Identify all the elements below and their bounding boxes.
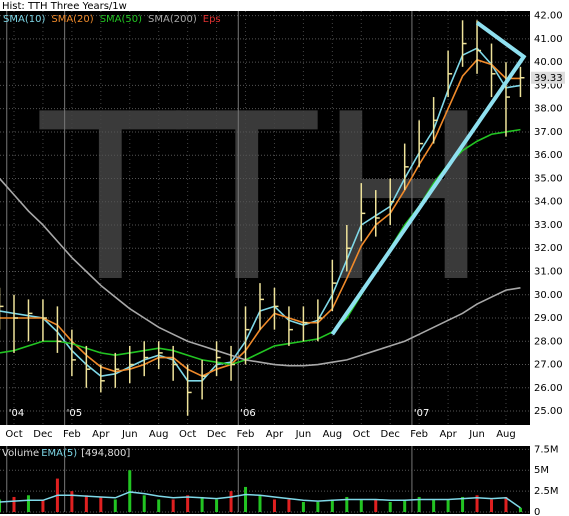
year-label: '05 (67, 408, 82, 419)
volume-bar (301, 501, 305, 512)
volume-bar (157, 499, 161, 512)
volume-bar (0, 499, 2, 512)
x-tick-label: Oct (353, 429, 370, 440)
x-tick-label: Dec (207, 429, 226, 440)
y-tick-label: 0 (534, 507, 540, 516)
volume-bar (417, 496, 421, 512)
volume-ema-value: [494,800] (81, 448, 130, 459)
volume-bar (388, 501, 392, 512)
year-label: '06 (240, 408, 255, 419)
x-tick-label: Dec (381, 429, 400, 440)
x-tick-label: Aug (149, 429, 169, 440)
y-tick-label: 37.00 (534, 127, 563, 138)
volume-bar (70, 491, 74, 512)
volume-bar (272, 499, 276, 512)
volume-panel (0, 446, 530, 514)
volume-bar (99, 496, 103, 512)
volume-bar (330, 499, 334, 512)
y-tick-label: 30.00 (534, 290, 563, 301)
y-tick-label: 32.00 (534, 243, 563, 254)
x-tick-label: Jun (468, 429, 485, 440)
legend-entry: Eps (203, 14, 221, 25)
volume-bar (490, 499, 494, 512)
x-tick-label: Feb (63, 429, 81, 440)
volume-bar (200, 496, 204, 512)
y-tick-label: 33.00 (534, 220, 563, 231)
volume-bar (374, 499, 378, 512)
legend-entry: SMA(200) (148, 14, 197, 25)
volume-bar (171, 499, 175, 512)
x-tick-label: Dec (33, 429, 52, 440)
volume-bar (446, 499, 450, 512)
last-price-label: 39.33 (534, 73, 563, 84)
volume-bar (345, 496, 349, 512)
legend-entry: SMA(10) (3, 14, 45, 25)
x-tick-label: Aug (496, 429, 516, 440)
y-tick-label: 26.00 (534, 383, 563, 394)
volume-bar (229, 491, 233, 512)
volume-bar (316, 501, 320, 512)
volume-bar (26, 495, 30, 512)
year-label: '07 (414, 408, 429, 419)
volume-bar (186, 495, 190, 512)
y-tick-label: 5M (534, 465, 549, 476)
x-tick-label: Jun (295, 429, 312, 440)
volume-ema (0, 491, 521, 509)
volume-bar (432, 499, 436, 512)
y-tick-label: 39.00 (534, 80, 563, 91)
y-tick-label: 7.5M (534, 444, 559, 455)
year-label: '04 (9, 408, 24, 419)
volume-bar (12, 496, 16, 512)
volume-bar (84, 495, 88, 512)
x-tick-label: Feb (237, 429, 255, 440)
volume-bar (359, 499, 363, 512)
y-tick-label: 38.00 (534, 104, 563, 115)
x-tick-label: Apr (266, 429, 284, 440)
y-tick-label: 25.00 (534, 406, 563, 417)
y-tick-label: 28.00 (534, 336, 563, 347)
volume-bar (113, 499, 117, 512)
x-tick-label: Aug (323, 429, 343, 440)
y-tick-label: 27.00 (534, 360, 563, 371)
trendline (475, 21, 526, 60)
trendline (330, 54, 527, 336)
volume-bar (461, 496, 465, 512)
volume-bar (258, 495, 262, 512)
sma-line (0, 177, 521, 367)
volume-bar (41, 499, 45, 512)
y-tick-label: 35.00 (534, 173, 563, 184)
y-tick-label: 42.00 (534, 11, 563, 22)
y-tick-label: 34.00 (534, 197, 563, 208)
x-tick-label: Oct (179, 429, 196, 440)
volume-label: Volume (2, 448, 39, 459)
volume-bar (244, 486, 248, 512)
volume-bar (475, 495, 479, 512)
volume-bar (128, 470, 132, 512)
legend-entry: SMA(20) (51, 14, 93, 25)
x-tick-label: Feb (410, 429, 428, 440)
x-tick-label: Jun (121, 429, 138, 440)
legend-entry: SMA(50) (100, 14, 142, 25)
y-tick-label: 41.00 (534, 34, 563, 45)
y-tick-label: 40.00 (534, 57, 563, 68)
volume-bar (142, 495, 146, 512)
x-tick-label: Apr (92, 429, 110, 440)
volume-bar (215, 499, 219, 512)
y-tick-label: 31.00 (534, 266, 563, 277)
volume-bar (403, 499, 407, 512)
volume-bar (518, 507, 522, 512)
last-price-box (531, 71, 565, 84)
volume-bar (287, 499, 291, 512)
y-tick-label: 36.00 (534, 150, 563, 161)
chart-title: Hist: TTH Three Years/1w (2, 1, 127, 12)
x-tick-label: Oct (5, 429, 22, 440)
y-tick-label: 29.00 (534, 313, 563, 324)
volume-ema-label: EMA(5) (41, 448, 77, 459)
watermark: TTH (39, 66, 490, 333)
x-tick-label: Apr (439, 429, 457, 440)
y-tick-label: 2.5M (534, 486, 559, 497)
volume-bar (504, 496, 508, 512)
